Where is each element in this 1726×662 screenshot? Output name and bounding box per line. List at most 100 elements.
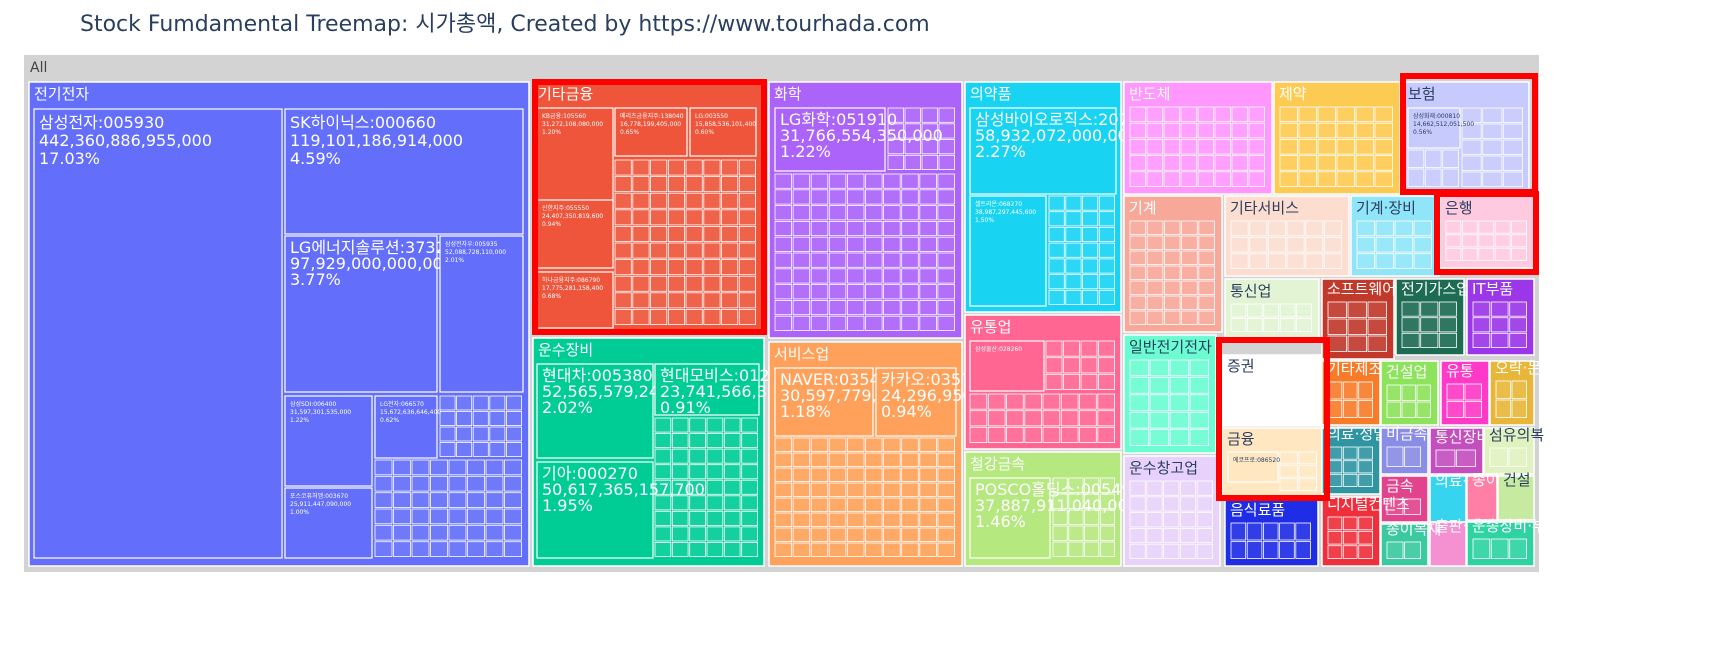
constituent-tile[interactable] [1482,123,1503,139]
constituent-tile[interactable] [1198,250,1215,265]
constituent-tile[interactable] [810,220,829,237]
constituent-tile[interactable] [632,242,650,259]
constituent-tile[interactable] [969,410,988,427]
constituent-tile[interactable] [1197,171,1214,187]
constituent-tile[interactable] [1164,220,1181,235]
constituent-tile[interactable] [393,508,411,525]
constituent-tile[interactable] [723,479,741,495]
constituent-tile[interactable] [1084,509,1100,525]
constituent-tile[interactable] [937,252,955,268]
constituent-tile[interactable] [654,433,672,449]
constituent-tile[interactable] [721,242,739,259]
constituent-tile[interactable] [1495,399,1511,418]
constituent-tile[interactable] [1146,512,1163,528]
constituent-tile[interactable] [650,159,668,176]
constituent-tile[interactable] [847,268,865,284]
constituent-tile[interactable] [921,154,938,171]
constituent-tile[interactable] [1098,258,1116,274]
constituent-tile[interactable] [1404,446,1421,467]
constituent-tile[interactable] [374,492,393,508]
constituent-tile[interactable] [1424,149,1442,168]
constituent-tile[interactable] [1407,149,1425,168]
constituent-tile[interactable] [1230,253,1249,269]
constituent-tile[interactable] [1180,543,1197,559]
constituent-tile[interactable] [671,417,689,433]
constituent-tile[interactable] [1169,359,1189,377]
constituent-tile[interactable] [1342,545,1358,559]
constituent-tile[interactable] [689,433,706,449]
constituent-tile[interactable] [1084,541,1100,557]
constituent-tile[interactable] [456,426,473,442]
constituent-tile[interactable] [1336,155,1355,171]
constituent-tile[interactable] [865,173,883,189]
constituent-tile[interactable] [393,459,411,476]
constituent-tile[interactable] [1511,399,1527,418]
constituent-tile[interactable] [1401,332,1420,348]
constituent-tile[interactable] [847,284,865,300]
constituent-tile[interactable] [969,426,988,443]
constituent-tile[interactable] [1489,447,1508,467]
constituent-tile[interactable] [1084,477,1100,493]
constituent-tile[interactable] [1231,122,1248,139]
constituent-rect[interactable] [1407,107,1461,149]
constituent-tile[interactable] [1048,211,1065,227]
constituent-tile[interactable] [828,299,847,316]
constituent-tile[interactable] [1227,378,1245,392]
constituent-tile[interactable] [439,395,456,411]
constituent-tile[interactable] [1248,106,1265,123]
constituent-tile[interactable] [411,541,430,557]
constituent-tile[interactable] [901,268,919,284]
constituent-tile[interactable] [654,526,672,542]
constituent-tile[interactable] [937,220,955,237]
constituent-tile[interactable] [1295,541,1311,559]
constituent-tile[interactable] [1407,168,1425,187]
constituent-tile[interactable] [456,411,473,426]
constituent-tile[interactable] [1317,106,1336,123]
constituent-tile[interactable] [741,542,758,557]
constituent-tile[interactable] [1246,522,1263,541]
constituent-tile[interactable] [1247,303,1263,318]
constituent-tile[interactable] [1502,107,1523,123]
constituent-tile[interactable] [489,426,506,442]
constituent-tile[interactable] [865,236,883,252]
constituent-tile[interactable] [650,259,668,276]
constituent-tile[interactable] [810,268,829,284]
constituent-tile[interactable] [937,512,955,527]
constituent-tile[interactable] [1079,393,1097,410]
constituent-tile[interactable] [1438,332,1457,348]
constituent-tile[interactable] [1099,493,1116,509]
constituent-tile[interactable] [1358,530,1373,545]
constituent-tile[interactable] [1342,381,1358,400]
constituent-tile[interactable] [1129,543,1146,559]
constituent-tile[interactable] [938,154,955,171]
constituent-tile[interactable] [650,242,668,259]
constituent-tile[interactable] [1230,318,1247,332]
constituent-tile[interactable] [792,268,811,284]
constituent-tile[interactable] [703,275,721,292]
constituent-tile[interactable] [810,236,829,252]
constituent-tile[interactable] [883,482,901,497]
constituent-tile[interactable] [1024,410,1043,427]
constituent-tile[interactable] [1146,480,1163,496]
constituent-tile[interactable] [937,315,955,331]
sector-misc[interactable]: 운송장비·부품 [1466,517,1560,567]
constituent-tile[interactable] [1509,538,1527,559]
constituent-tile[interactable] [792,252,811,268]
constituent-rect[interactable] [284,395,373,487]
constituent-tile[interactable] [792,437,811,452]
constituent-tile[interactable] [703,159,721,176]
constituent-rect[interactable] [654,363,760,416]
constituent-tile[interactable] [723,464,741,480]
constituent-tile[interactable] [738,209,756,226]
constituent-tile[interactable] [505,426,522,442]
constituent-tile[interactable] [1262,405,1280,419]
constituent-tile[interactable] [1249,236,1268,253]
constituent-tile[interactable] [671,433,689,449]
constituent-tile[interactable] [1435,449,1456,467]
constituent-tile[interactable] [828,220,847,237]
constituent-tile[interactable] [1163,138,1180,155]
constituent-tile[interactable] [1189,394,1209,412]
